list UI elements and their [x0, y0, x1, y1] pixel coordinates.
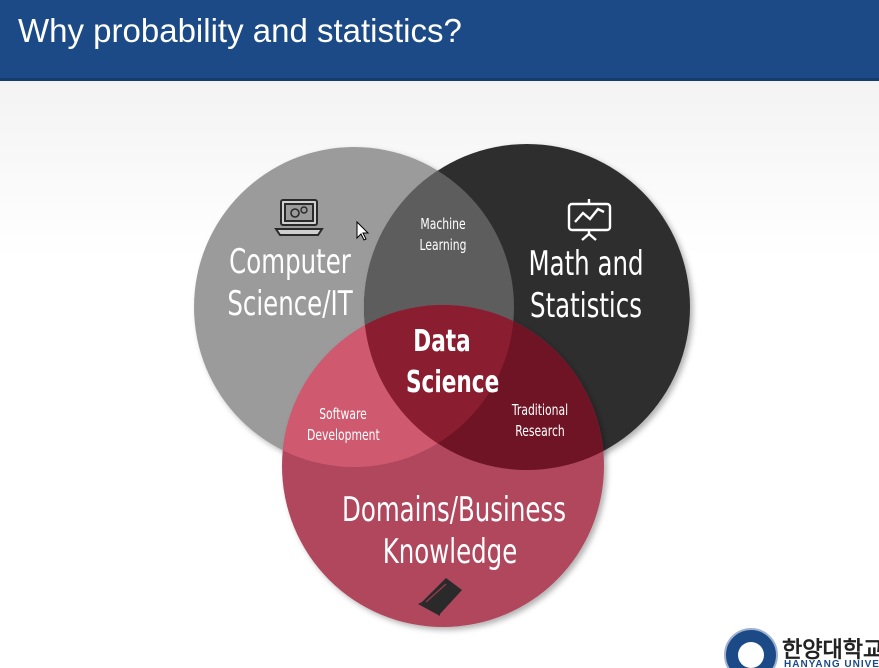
university-korean-name: 한양대학교 [782, 638, 879, 663]
computer-science-label: Computer Science/IT [227, 242, 353, 324]
title-bar-divider [0, 78, 879, 81]
slide-title: Why probability and statistics? [18, 12, 462, 49]
domains-business-label: Domains/Business Knowledge [342, 490, 566, 572]
book-icon [418, 578, 462, 616]
presentation-chart-icon [567, 199, 612, 241]
machine-learning-label: Machine Learning [419, 215, 467, 254]
university-english-name: HANYANG UNIVERSITY [784, 659, 879, 668]
traditional-research-label: Traditional Research [511, 401, 569, 440]
university-seal-icon [724, 628, 778, 668]
mouse-cursor-icon [356, 220, 370, 241]
title-bar: Why probability and statistics? [0, 0, 879, 81]
university-logo: 한양대학교 HANYANG UNIVERSITY [722, 626, 879, 668]
software-development-label: Software Development [307, 405, 380, 444]
laptop-gears-icon [274, 199, 324, 236]
math-statistics-label: Math and Statistics [528, 244, 644, 326]
data-science-label: Data Science [406, 324, 500, 400]
